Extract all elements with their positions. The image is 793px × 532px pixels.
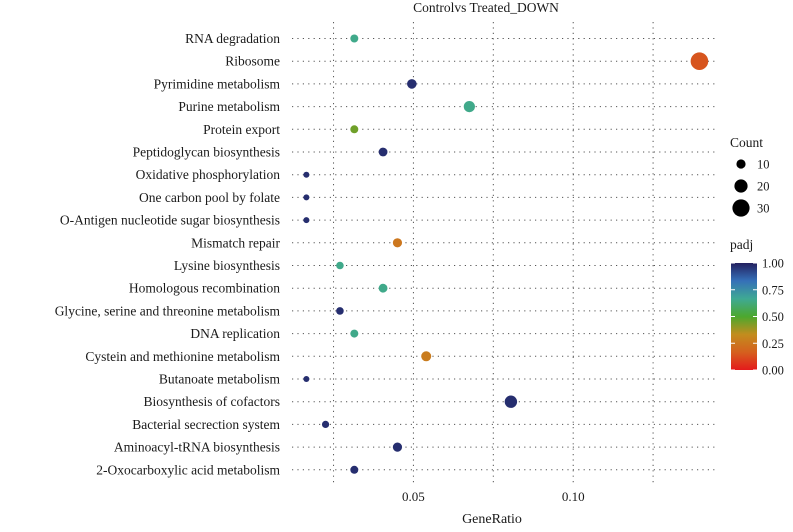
x-axis-title: GeneRatio <box>462 512 522 527</box>
category-label: Peptidoglycan biosynthesis <box>133 145 280 160</box>
x-tick-label: 0.05 <box>402 489 425 504</box>
data-point <box>303 217 310 224</box>
count-legend-label: 20 <box>757 180 770 194</box>
data-point <box>392 238 403 248</box>
category-label: Butanoate metabolism <box>159 372 281 387</box>
padj-legend-label: 0.50 <box>762 310 784 324</box>
category-label: Mismatch repair <box>191 235 280 250</box>
padj-colorbar <box>731 263 757 370</box>
points-layer <box>303 34 709 474</box>
count-legend-dot <box>734 179 748 193</box>
category-label: 2-Oxocarboxylic acid metabolism <box>96 462 280 477</box>
category-label: DNA replication <box>190 326 280 341</box>
category-label: Aminoacyl-tRNA biosynthesis <box>114 440 280 455</box>
x-tick-labels: 0.05 0.10 <box>402 489 585 504</box>
data-point <box>321 420 330 428</box>
category-label: Cystein and methionine metabolism <box>85 349 280 364</box>
data-point <box>303 194 310 201</box>
data-point <box>336 307 344 315</box>
category-label: Purine metabolism <box>178 99 280 114</box>
data-point <box>421 351 432 362</box>
count-legend-label: 10 <box>757 158 770 172</box>
data-point <box>350 329 359 338</box>
category-label: Oxidative phosphorylation <box>136 167 281 182</box>
grid-layer <box>292 22 717 484</box>
count-legend-dot <box>732 199 750 217</box>
category-labels: RNA degradation Ribosome Pyrimidine metabo… <box>55 31 281 477</box>
category-label: Glycine, serine and threonine metabolism <box>55 303 281 318</box>
count-legend-dot <box>736 159 746 169</box>
category-label: O-Antigen nucleotide sugar biosynthesis <box>60 213 280 228</box>
padj-legend-title: padj <box>730 237 753 252</box>
data-point <box>336 261 344 270</box>
padj-legend-label: 0.25 <box>762 337 784 351</box>
padj-legend: padj 1.00 0.75 0.50 0.25 0.00 <box>730 237 784 378</box>
data-point <box>378 147 388 157</box>
data-point <box>463 101 475 113</box>
category-label: Homologous recombination <box>129 281 280 296</box>
category-label: RNA degradation <box>185 31 280 46</box>
category-label: Bacterial secrection system <box>132 417 280 432</box>
count-legend: Count 10 20 30 <box>730 135 770 217</box>
data-point <box>303 376 310 382</box>
padj-legend-label: 0.75 <box>762 283 784 297</box>
data-point <box>350 125 359 134</box>
data-point <box>407 79 417 89</box>
data-point <box>504 395 518 408</box>
category-label: Ribosome <box>225 54 280 69</box>
category-label: Lysine biosynthesis <box>174 258 280 273</box>
padj-legend-label: 1.00 <box>762 257 784 271</box>
category-label: One carbon pool by folate <box>139 190 280 205</box>
count-legend-title: Count <box>730 135 763 150</box>
data-point <box>378 283 388 293</box>
data-point <box>350 34 359 43</box>
x-tick-label: 0.10 <box>562 489 585 504</box>
data-point <box>392 442 403 452</box>
data-point <box>303 171 310 178</box>
data-point <box>690 52 709 70</box>
chart-title: Controlvs Treated_DOWN <box>413 0 559 15</box>
data-point <box>350 465 359 474</box>
padj-legend-label: 0.00 <box>762 364 784 378</box>
category-label: Protein export <box>203 122 280 137</box>
category-label: Pyrimidine metabolism <box>154 76 281 91</box>
category-label: Biosynthesis of cofactors <box>144 394 280 409</box>
count-legend-label: 30 <box>757 202 770 216</box>
